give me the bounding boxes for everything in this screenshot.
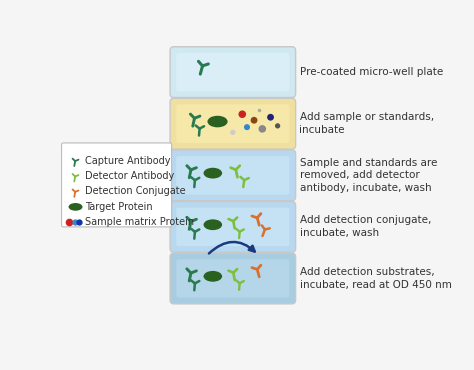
Circle shape: [245, 125, 249, 130]
Circle shape: [268, 115, 273, 120]
FancyBboxPatch shape: [170, 202, 296, 252]
FancyBboxPatch shape: [176, 259, 290, 298]
FancyBboxPatch shape: [176, 208, 290, 246]
Circle shape: [276, 124, 280, 128]
Text: Detection Conjugate: Detection Conjugate: [85, 186, 185, 196]
Text: Pre-coated micro-well plate: Pre-coated micro-well plate: [300, 67, 443, 77]
FancyBboxPatch shape: [176, 53, 290, 91]
Ellipse shape: [208, 116, 228, 127]
FancyBboxPatch shape: [176, 104, 290, 143]
Circle shape: [239, 111, 246, 117]
FancyBboxPatch shape: [176, 156, 290, 195]
Circle shape: [251, 118, 257, 123]
Text: Target Protein: Target Protein: [85, 202, 153, 212]
Text: Sample matrix Protein: Sample matrix Protein: [85, 217, 194, 227]
FancyBboxPatch shape: [170, 98, 296, 149]
FancyBboxPatch shape: [170, 253, 296, 304]
Text: Capture Antibody: Capture Antibody: [85, 156, 170, 166]
FancyBboxPatch shape: [170, 47, 296, 98]
Text: Detector Antibody: Detector Antibody: [85, 171, 174, 181]
Ellipse shape: [69, 203, 82, 211]
FancyBboxPatch shape: [170, 150, 296, 201]
Text: Add sample or standards,
incubate: Add sample or standards, incubate: [300, 112, 434, 135]
Ellipse shape: [203, 168, 222, 179]
Circle shape: [231, 130, 235, 134]
Circle shape: [259, 126, 265, 132]
Text: Add detection substrates,
incubate, read at OD 450 nm: Add detection substrates, incubate, read…: [300, 267, 451, 290]
FancyBboxPatch shape: [62, 143, 172, 227]
Text: Sample and standards are
removed, add detector
antibody, incubate, wash: Sample and standards are removed, add de…: [300, 158, 437, 193]
Ellipse shape: [203, 219, 222, 230]
Text: Add detection conjugate,
incubate, wash: Add detection conjugate, incubate, wash: [300, 215, 431, 238]
Ellipse shape: [203, 271, 222, 282]
